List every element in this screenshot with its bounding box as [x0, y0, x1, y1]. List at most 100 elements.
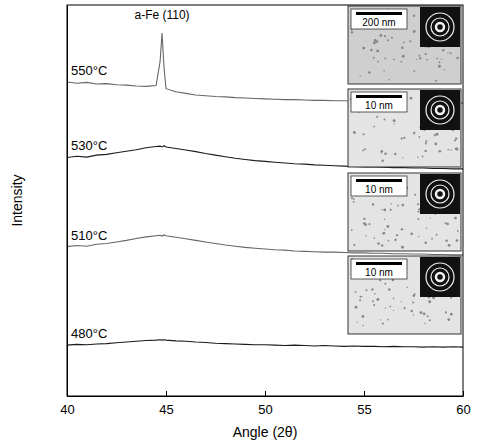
inset-texture — [362, 47, 365, 50]
x-tick-label: 45 — [159, 402, 173, 417]
x-tick-label: 40 — [60, 402, 74, 417]
inset-texture — [361, 315, 364, 318]
inset-texture — [438, 65, 441, 68]
inset-texture — [428, 300, 431, 303]
inset-texture — [384, 229, 385, 230]
scale-bar-box — [351, 92, 407, 112]
inset-texture — [438, 150, 441, 153]
scale-bar-label: 10 nm — [365, 184, 393, 195]
inset-texture — [417, 218, 419, 220]
diffraction-pattern — [420, 7, 460, 47]
inset-texture — [435, 80, 437, 82]
inset-texture — [355, 306, 358, 309]
inset-texture — [381, 244, 383, 246]
inset-texture — [403, 41, 405, 43]
inset-texture — [447, 149, 449, 151]
x-tick: 55 — [357, 391, 371, 417]
inset-texture — [455, 147, 458, 150]
inset-texture — [445, 239, 448, 242]
inset-texture — [365, 289, 367, 291]
inset-texture — [393, 298, 395, 300]
y-axis-line — [67, 6, 68, 397]
y-axis-title: Intensity — [9, 174, 25, 226]
inset-texture — [457, 230, 459, 232]
diffraction-ring — [426, 13, 454, 41]
inset-texture — [384, 152, 387, 155]
inset-texture — [456, 57, 458, 59]
x-tick: 45 — [159, 391, 173, 417]
series-label: 530°C — [71, 138, 107, 153]
scale-bar — [356, 95, 402, 98]
scale-bar — [356, 179, 402, 182]
inset-texture — [426, 59, 428, 61]
inset-texture — [409, 97, 412, 100]
inset-texture — [385, 307, 386, 308]
inset-texture — [397, 205, 399, 207]
inset-texture — [425, 143, 427, 145]
inset-texture — [393, 119, 396, 122]
inset-texture — [456, 239, 459, 242]
inset-texture — [444, 69, 445, 70]
scale-bar-label: 200 nm — [362, 17, 395, 28]
inset-frame — [348, 173, 461, 251]
inset-texture — [418, 208, 420, 210]
inset-texture — [424, 323, 425, 324]
inset-texture — [400, 61, 402, 63]
inset-texture — [372, 300, 374, 302]
inset-texture — [410, 310, 412, 312]
chart: 200 nm10 nm10 nm10 nm4045505560550°C530°… — [0, 0, 484, 447]
inset-texture — [374, 237, 376, 239]
inset-texture — [402, 157, 403, 158]
inset-texture — [384, 283, 386, 285]
inset-texture — [413, 132, 415, 134]
inset-texture — [382, 322, 384, 324]
inset-texture — [384, 35, 386, 37]
inset-texture — [427, 315, 429, 317]
inset-texture — [353, 198, 355, 200]
scale-bar — [356, 12, 402, 15]
inset-texture — [447, 52, 448, 53]
x-tick: 60 — [456, 391, 470, 417]
inset-texture — [401, 228, 403, 230]
inset-texture — [382, 232, 385, 235]
inset-texture — [382, 209, 383, 210]
scale-bar-box — [351, 9, 407, 29]
inset-texture — [413, 14, 415, 16]
inset-texture — [413, 70, 415, 72]
inset-texture — [359, 296, 361, 298]
inset-texture — [394, 239, 396, 241]
inset-texture — [436, 58, 438, 60]
inset-texture — [422, 156, 424, 158]
inset-texture — [388, 79, 390, 81]
diffraction-ring — [426, 96, 454, 124]
inset-texture — [374, 293, 376, 295]
inset-texture — [394, 123, 395, 124]
inset-texture — [419, 55, 421, 57]
inset-texture — [381, 152, 382, 153]
x-tick-mark — [364, 391, 365, 396]
inset-texture — [376, 298, 379, 301]
annotation: a-Fe (110) — [134, 8, 189, 22]
inset-texture — [403, 137, 405, 139]
inset: 10 nm — [348, 256, 461, 334]
inset-texture — [416, 59, 417, 60]
inset-texture — [355, 291, 357, 293]
inset-texture — [363, 218, 365, 220]
inset-texture — [371, 288, 373, 290]
inset-texture — [387, 319, 389, 321]
inset-texture — [389, 306, 391, 308]
inset-texture — [423, 312, 426, 315]
inset-texture — [441, 59, 442, 60]
x-tick-label: 50 — [258, 402, 272, 417]
inset-texture — [448, 244, 451, 247]
inset-texture — [383, 70, 385, 72]
inset-texture — [419, 57, 421, 59]
inset-texture — [390, 209, 392, 211]
inset-texture — [368, 71, 370, 73]
inset-texture — [450, 313, 453, 316]
inset-texture — [384, 218, 386, 220]
inset-texture — [436, 133, 439, 136]
diffraction-ring — [436, 190, 444, 198]
x-tick-mark — [463, 391, 464, 396]
inset-texture — [364, 223, 367, 226]
